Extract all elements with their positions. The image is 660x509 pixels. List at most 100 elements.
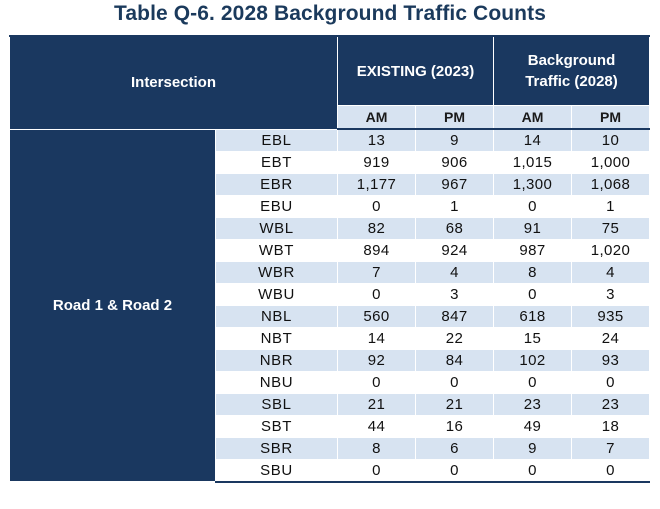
existing-am-cell: 8	[337, 436, 416, 460]
background-am-cell: 1,300	[493, 172, 572, 196]
existing-am-cell: 14	[337, 326, 416, 350]
table-row: SBR 8 6 9 7	[10, 436, 650, 460]
existing-pm-cell: 68	[415, 216, 494, 240]
table-row: SBT 44 16 49 18	[10, 414, 650, 438]
existing-am-cell: 0	[337, 458, 416, 483]
header-background-pm: PM	[571, 105, 650, 130]
background-pm-cell: 1,020	[571, 238, 650, 262]
movement-cell: EBL	[215, 128, 338, 152]
existing-am-cell: 1,177	[337, 172, 416, 196]
table-row: Road 1 & Road 2 EBL 13 9 14 10	[9, 128, 650, 482]
intersection-name-cell: Road 1 & Road 2	[9, 128, 216, 482]
background-pm-cell: 4	[571, 260, 650, 284]
movement-cell: SBR	[215, 436, 338, 460]
table-row: WBT 894 924 987 1,020	[10, 238, 650, 262]
header-existing-pm: PM	[415, 105, 494, 130]
background-am-cell: 0	[493, 370, 572, 394]
existing-pm-cell: 84	[415, 348, 494, 372]
movement-cell: SBL	[215, 392, 338, 416]
existing-am-cell: 13	[337, 128, 416, 152]
table-row: WBR 7 4 8 4	[10, 260, 650, 284]
table-row: SBU 0 0 0 0	[10, 458, 650, 483]
existing-pm-cell: 967	[415, 172, 494, 196]
existing-am-cell: 7	[337, 260, 416, 284]
table-body: Road 1 & Road 2 EBL 13 9 14 10 EBT 919 906 1,015 1…	[9, 128, 650, 483]
movement-cell: EBU	[215, 194, 338, 218]
background-pm-cell: 0	[571, 370, 650, 394]
existing-pm-cell: 847	[415, 304, 494, 328]
background-am-cell: 49	[493, 414, 572, 438]
movement-cell: SBT	[215, 414, 338, 438]
existing-pm-cell: 924	[415, 238, 494, 262]
table-row: WBL 82 68 91 75	[10, 216, 650, 240]
background-pm-cell: 75	[571, 216, 650, 240]
existing-pm-cell: 0	[415, 458, 494, 483]
background-pm-cell: 10	[571, 128, 650, 152]
table-row: EBU 0 1 0 1	[10, 194, 650, 218]
background-pm-cell: 1,000	[571, 150, 650, 174]
background-am-cell: 91	[493, 216, 572, 240]
header-existing: EXISTING (2023)	[337, 35, 494, 106]
table-title: Table Q-6. 2028 Background Traffic Count…	[114, 2, 546, 25]
background-pm-cell: 1	[571, 194, 650, 218]
existing-pm-cell: 21	[415, 392, 494, 416]
existing-am-cell: 82	[337, 216, 416, 240]
existing-pm-cell: 16	[415, 414, 494, 438]
background-am-cell: 14	[493, 128, 572, 152]
background-am-cell: 0	[493, 194, 572, 218]
background-am-cell: 987	[493, 238, 572, 262]
background-am-cell: 8	[493, 260, 572, 284]
header-existing-am: AM	[337, 105, 416, 130]
traffic-counts-table: Intersection EXISTING (2023) Background …	[9, 35, 650, 483]
movement-cell: WBT	[215, 238, 338, 262]
existing-am-cell: 894	[337, 238, 416, 262]
background-am-cell: 0	[493, 282, 572, 306]
existing-am-cell: 44	[337, 414, 416, 438]
background-pm-cell: 0	[571, 458, 650, 483]
table-row: NBR 92 84 102 93	[10, 348, 650, 372]
existing-am-cell: 0	[337, 194, 416, 218]
movement-cell: WBR	[215, 260, 338, 284]
table-row: SBL 21 21 23 23	[10, 392, 650, 416]
movement-cell: EBT	[215, 150, 338, 174]
header-background: Background Traffic (2028)	[493, 35, 650, 106]
movement-cell: NBU	[215, 370, 338, 394]
background-pm-cell: 18	[571, 414, 650, 438]
header-intersection: Intersection	[9, 35, 338, 130]
table-row: EBT 919 906 1,015 1,000	[10, 150, 650, 174]
existing-pm-cell: 1	[415, 194, 494, 218]
table-row: NBL 560 847 618 935	[10, 304, 650, 328]
existing-am-cell: 0	[337, 370, 416, 394]
table-row: NBU 0 0 0 0	[10, 370, 650, 394]
background-am-cell: 618	[493, 304, 572, 328]
background-pm-cell: 935	[571, 304, 650, 328]
background-am-cell: 0	[493, 458, 572, 483]
table-row: WBU 0 3 0 3	[10, 282, 650, 306]
background-am-cell: 15	[493, 326, 572, 350]
header-background-line1: Background	[527, 52, 616, 69]
movement-cell: SBU	[215, 458, 338, 483]
existing-pm-cell: 9	[415, 128, 494, 152]
existing-am-cell: 21	[337, 392, 416, 416]
existing-pm-cell: 6	[415, 436, 494, 460]
movement-cell: EBR	[215, 172, 338, 196]
existing-am-cell: 92	[337, 348, 416, 372]
movement-cell: WBU	[215, 282, 338, 306]
background-am-cell: 1,015	[493, 150, 572, 174]
background-pm-cell: 24	[571, 326, 650, 350]
existing-pm-cell: 4	[415, 260, 494, 284]
background-am-cell: 9	[493, 436, 572, 460]
header-background-am: AM	[493, 105, 572, 130]
movement-cell: NBL	[215, 304, 338, 328]
table-row: NBT 14 22 15 24	[10, 326, 650, 350]
background-pm-cell: 23	[571, 392, 650, 416]
background-am-cell: 23	[493, 392, 572, 416]
existing-pm-cell: 906	[415, 150, 494, 174]
background-pm-cell: 1,068	[571, 172, 650, 196]
background-pm-cell: 93	[571, 348, 650, 372]
existing-am-cell: 919	[337, 150, 416, 174]
existing-pm-cell: 0	[415, 370, 494, 394]
existing-pm-cell: 3	[415, 282, 494, 306]
background-pm-cell: 3	[571, 282, 650, 306]
existing-am-cell: 0	[337, 282, 416, 306]
